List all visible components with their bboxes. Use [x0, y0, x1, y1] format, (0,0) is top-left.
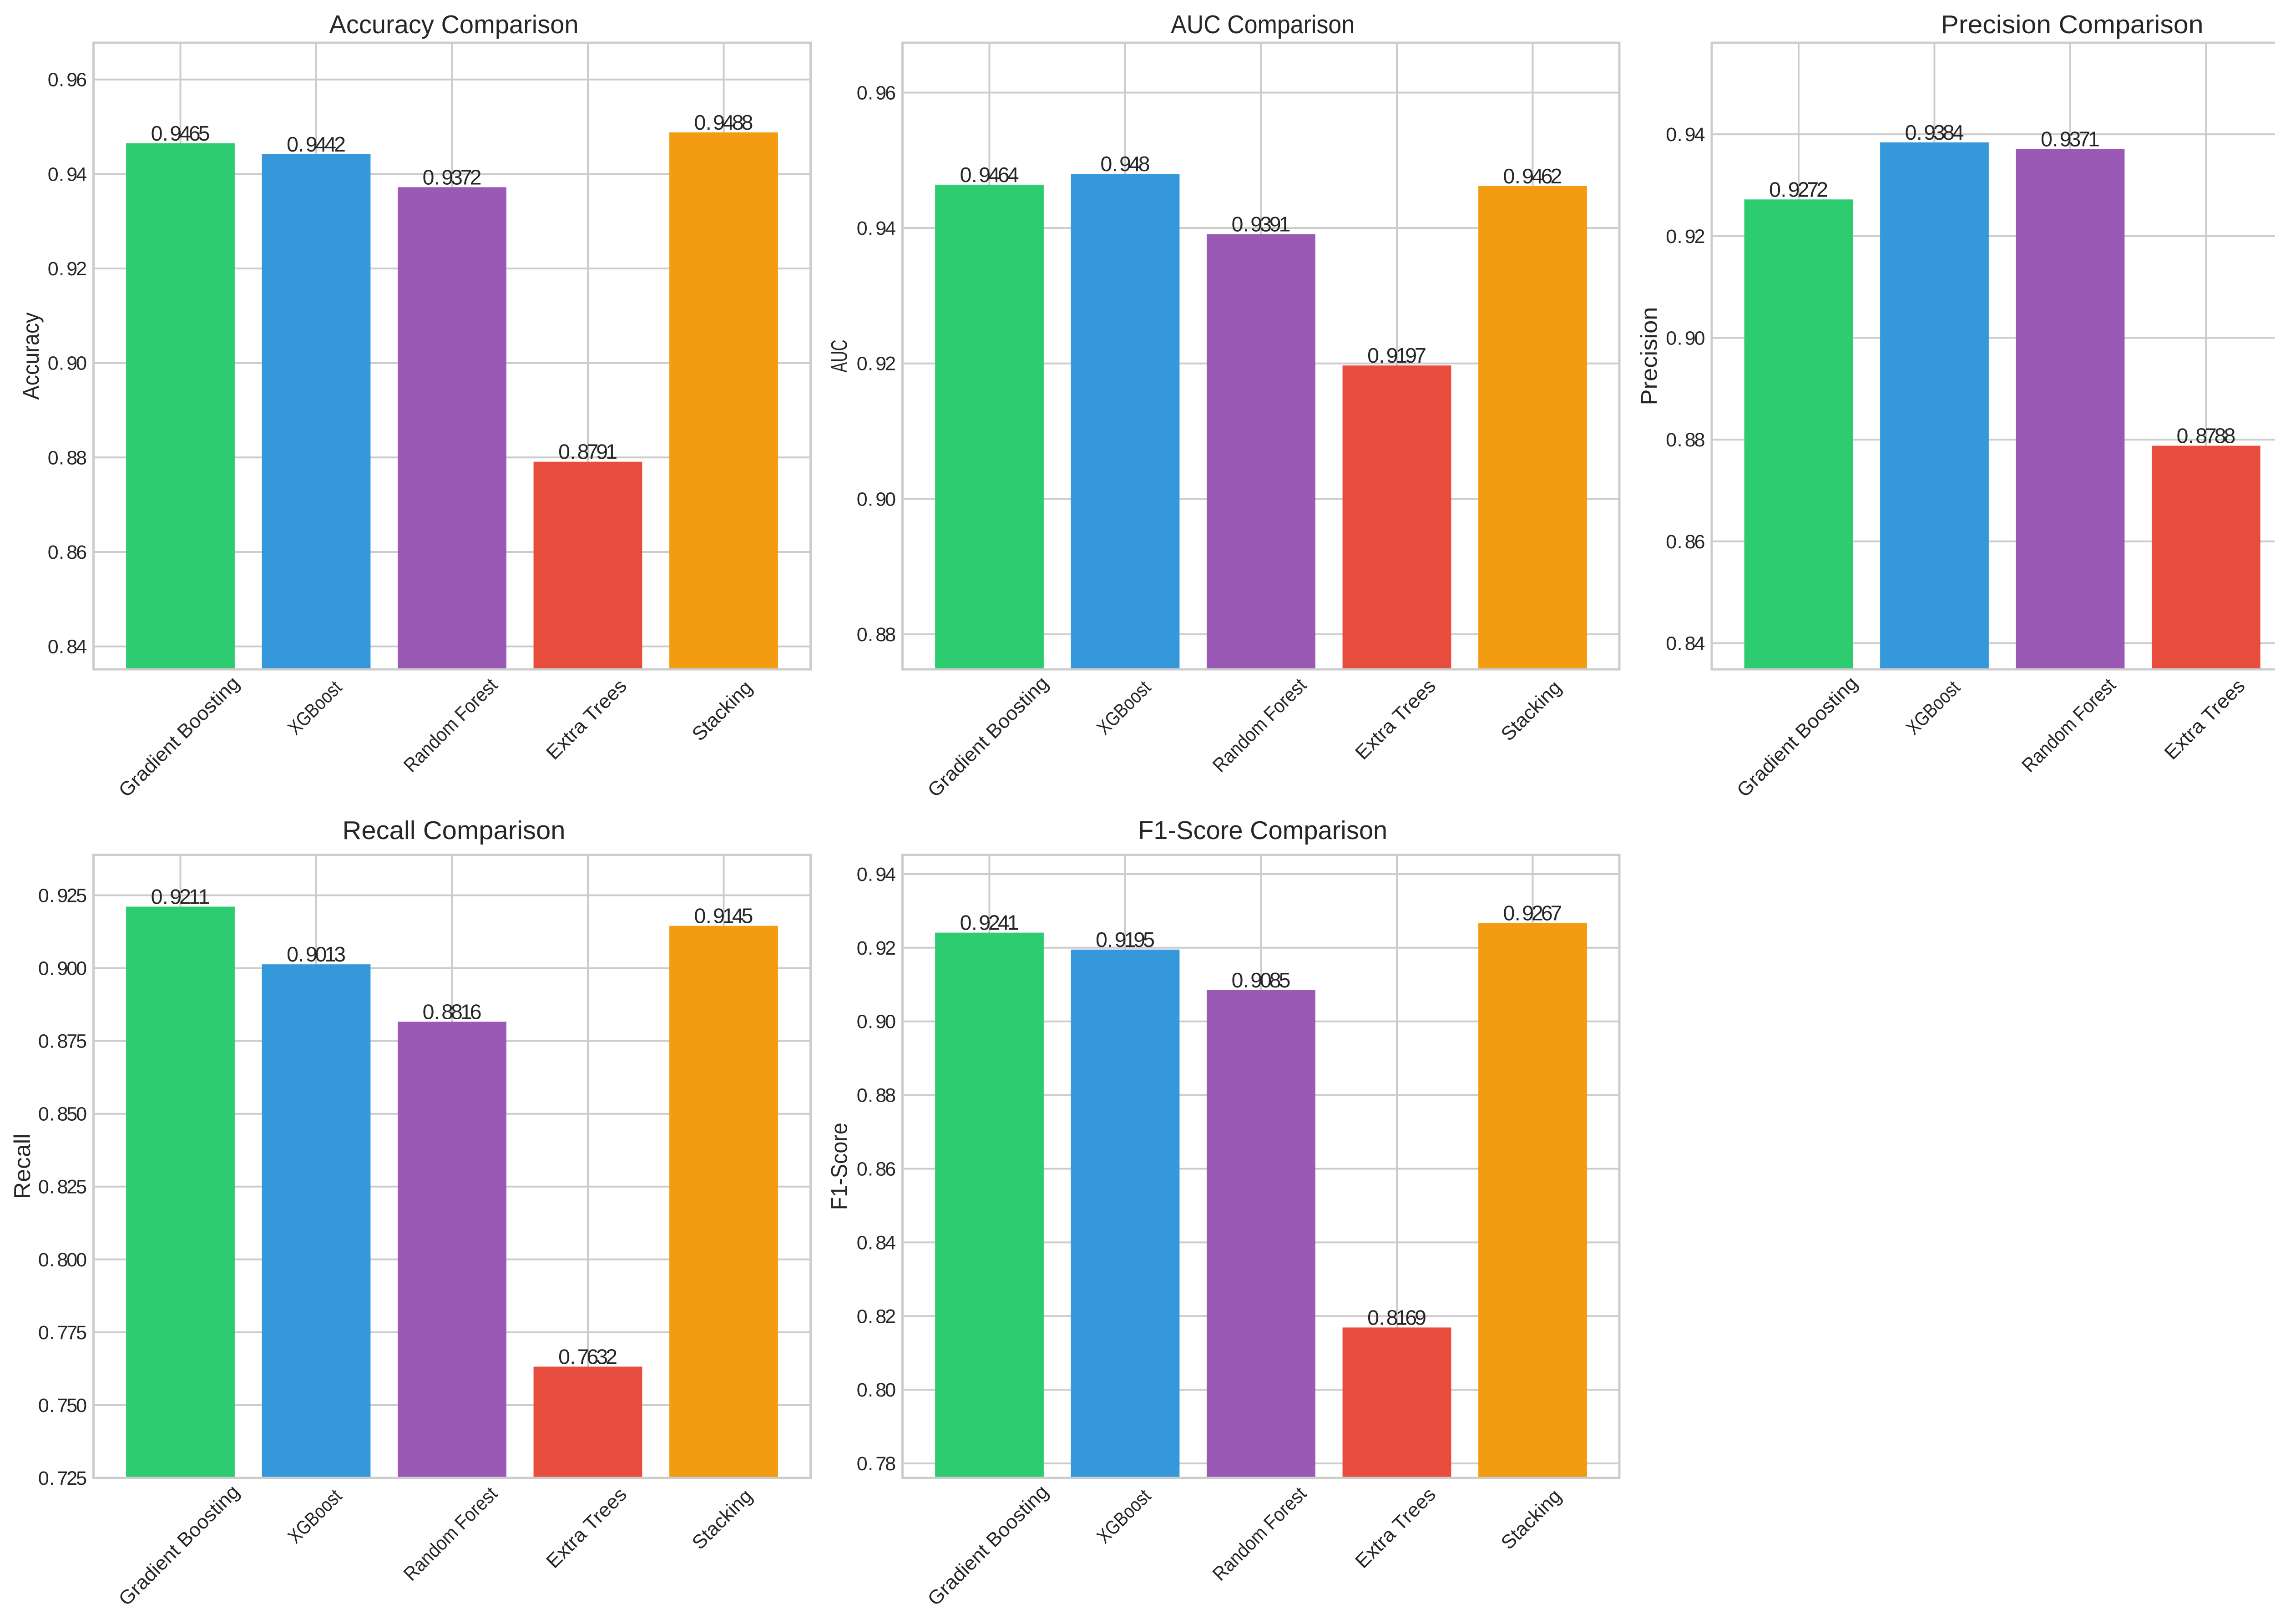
svg-text:0.948: 0.948 [1101, 152, 1150, 176]
svg-text:0.92: 0.92 [857, 937, 896, 959]
svg-text:0.94: 0.94 [857, 864, 896, 885]
svg-text:0.9145: 0.9145 [694, 904, 753, 928]
svg-text:0.9013: 0.9013 [287, 942, 346, 966]
svg-text:0.88: 0.88 [857, 624, 896, 646]
svg-text:Precision: Precision [1637, 307, 1662, 405]
svg-text:0.925: 0.925 [38, 885, 87, 907]
svg-text:0.86: 0.86 [48, 541, 87, 563]
svg-text:0.84: 0.84 [857, 1232, 896, 1254]
svg-text:0.90: 0.90 [1666, 328, 1705, 349]
svg-text:0.9464: 0.9464 [960, 163, 1019, 187]
svg-text:0.78: 0.78 [857, 1453, 896, 1475]
svg-text:0.875: 0.875 [38, 1031, 87, 1052]
svg-text:0.900: 0.900 [38, 958, 87, 980]
svg-text:0.9384: 0.9384 [1905, 121, 1964, 144]
svg-text:0.8791: 0.8791 [558, 440, 617, 464]
svg-text:0.96: 0.96 [857, 82, 896, 104]
svg-text:0.9272: 0.9272 [1769, 177, 1828, 201]
svg-text:0.92: 0.92 [48, 258, 87, 280]
svg-text:F1-Score: F1-Score [827, 1123, 852, 1210]
svg-text:0.82: 0.82 [857, 1305, 896, 1327]
svg-text:0.725: 0.725 [38, 1467, 87, 1489]
svg-text:0.94: 0.94 [48, 163, 87, 185]
svg-text:0.94: 0.94 [857, 218, 896, 239]
svg-text:0.9267: 0.9267 [1503, 901, 1562, 925]
svg-text:0.775: 0.775 [38, 1322, 87, 1344]
svg-text:0.7632: 0.7632 [558, 1345, 617, 1368]
svg-text:0.9085: 0.9085 [1232, 968, 1291, 992]
svg-text:0.9197: 0.9197 [1367, 344, 1426, 367]
svg-text:Accuracy Comparison: Accuracy Comparison [329, 10, 579, 39]
svg-text:0.90: 0.90 [857, 1011, 896, 1033]
svg-text:0.9462: 0.9462 [1503, 164, 1562, 188]
svg-text:0.84: 0.84 [1666, 633, 1705, 655]
svg-text:0.9442: 0.9442 [287, 132, 346, 156]
svg-text:0.92: 0.92 [857, 353, 896, 375]
svg-text:0.90: 0.90 [857, 488, 896, 510]
svg-text:0.9241: 0.9241 [960, 911, 1019, 935]
svg-text:F1-Score Comparison: F1-Score Comparison [1138, 816, 1387, 845]
svg-text:0.9465: 0.9465 [151, 121, 210, 145]
svg-text:0.825: 0.825 [38, 1176, 87, 1198]
svg-text:AUC: AUC [827, 340, 852, 373]
svg-text:0.86: 0.86 [1666, 531, 1705, 553]
svg-text:0.9391: 0.9391 [1232, 212, 1291, 236]
svg-text:0.88: 0.88 [1666, 429, 1705, 451]
svg-text:0.8788: 0.8788 [2177, 424, 2236, 448]
svg-text:0.80: 0.80 [857, 1379, 896, 1401]
svg-text:AUC Comparison: AUC Comparison [1171, 10, 1355, 39]
svg-text:0.90: 0.90 [48, 353, 87, 374]
svg-text:0.9372: 0.9372 [423, 165, 482, 189]
svg-text:0.8816: 0.8816 [423, 1000, 482, 1023]
svg-text:0.9195: 0.9195 [1096, 928, 1155, 951]
svg-text:Recall: Recall [10, 1133, 35, 1199]
svg-text:0.88: 0.88 [857, 1085, 896, 1107]
svg-text:Accuracy: Accuracy [18, 313, 44, 400]
svg-text:0.88: 0.88 [48, 447, 87, 469]
svg-text:0.86: 0.86 [857, 1159, 896, 1180]
svg-text:0.800: 0.800 [38, 1249, 87, 1271]
svg-text:0.96: 0.96 [48, 69, 87, 91]
svg-text:0.9488: 0.9488 [694, 111, 753, 134]
svg-text:0.94: 0.94 [1666, 124, 1705, 146]
svg-text:Recall Comparison: Recall Comparison [343, 816, 566, 845]
svg-text:0.750: 0.750 [38, 1395, 87, 1417]
svg-text:0.84: 0.84 [48, 636, 87, 658]
svg-text:0.8169: 0.8169 [1367, 1305, 1426, 1329]
svg-text:0.850: 0.850 [38, 1103, 87, 1125]
svg-text:0.92: 0.92 [1666, 226, 1705, 248]
svg-text:0.9211: 0.9211 [151, 885, 210, 909]
svg-text:Precision Comparison: Precision Comparison [1941, 10, 2204, 39]
svg-text:0.9371: 0.9371 [2041, 127, 2100, 151]
